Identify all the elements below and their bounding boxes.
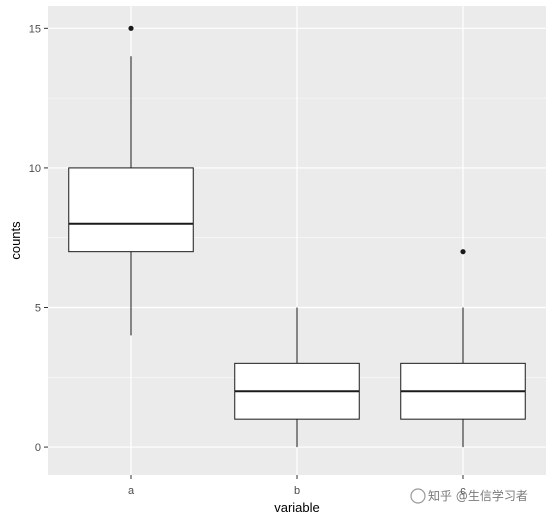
x-axis: a b c <box>128 475 466 497</box>
x-tick-label: a <box>128 485 135 497</box>
y-tick-label: 0 <box>35 442 41 454</box>
box-iqr <box>68 167 194 253</box>
watermark: 知乎 @生信学习者 <box>410 488 528 504</box>
y-tick-label: 15 <box>29 23 41 35</box>
y-axis-title: counts <box>8 221 23 260</box>
box-b <box>234 307 360 448</box>
y-tick-label: 10 <box>29 163 41 175</box>
x-axis-title: variable <box>274 500 320 515</box>
outlier-point <box>128 25 134 31</box>
y-axis: 0 5 10 15 <box>29 23 48 454</box>
outlier-point <box>460 249 466 255</box>
watermark-logo-icon <box>410 488 426 504</box>
box-a <box>68 25 194 336</box>
boxes-layer <box>68 25 526 448</box>
x-tick-label: b <box>294 485 300 497</box>
watermark-text: 知乎 @生信学习者 <box>428 488 528 503</box>
x-tick-label: c <box>460 485 466 497</box>
box-c <box>400 249 526 448</box>
y-tick-label: 5 <box>35 303 41 315</box>
